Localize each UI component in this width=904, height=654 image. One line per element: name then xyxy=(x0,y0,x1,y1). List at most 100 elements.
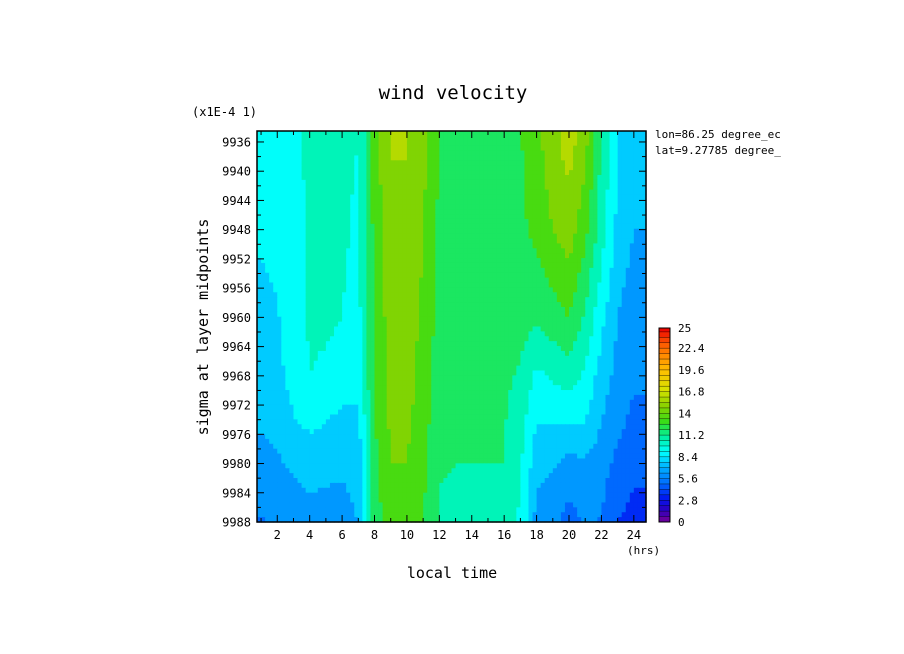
heatmap-cell xyxy=(366,131,372,137)
heatmap-cell xyxy=(338,297,343,303)
heatmap-cell xyxy=(305,355,311,362)
heatmap-cell xyxy=(265,214,270,220)
heatmap-cell xyxy=(386,380,392,386)
heatmap-cell xyxy=(633,184,639,191)
heatmap-cell xyxy=(532,135,538,142)
heatmap-cell xyxy=(479,272,485,279)
heatmap-cell xyxy=(394,355,400,362)
heatmap-cell xyxy=(475,287,481,293)
heatmap-cell xyxy=(548,326,554,332)
heatmap-cell xyxy=(358,326,363,332)
heatmap-cell xyxy=(370,272,376,279)
heatmap-cell xyxy=(293,189,299,196)
heatmap-cell xyxy=(641,287,647,293)
heatmap-cell xyxy=(487,365,493,372)
heatmap-cell xyxy=(641,297,647,303)
heatmap-cell xyxy=(435,267,440,274)
heatmap-cell xyxy=(297,292,303,298)
heatmap-cell xyxy=(415,145,420,152)
heatmap-cell xyxy=(374,370,380,376)
heatmap-cell xyxy=(637,336,643,342)
heatmap-cell xyxy=(366,184,372,191)
heatmap-cell xyxy=(581,262,586,269)
heatmap-cell xyxy=(479,189,485,196)
heatmap-cell xyxy=(593,174,598,181)
heatmap-cell xyxy=(382,267,388,274)
heatmap-cell xyxy=(293,355,299,362)
heatmap-cell xyxy=(378,228,384,235)
heatmap-cell xyxy=(289,297,295,303)
heatmap-cell xyxy=(386,297,392,303)
heatmap-cell xyxy=(524,199,530,205)
heatmap-cell xyxy=(338,170,343,176)
heatmap-cell xyxy=(475,248,481,254)
heatmap-cell xyxy=(261,155,266,161)
heatmap-cell xyxy=(338,331,343,337)
heatmap-cell xyxy=(479,292,485,298)
heatmap-cell xyxy=(431,170,436,176)
heatmap-cell xyxy=(317,184,323,191)
heatmap-cell xyxy=(601,336,607,342)
heatmap-cell xyxy=(277,189,282,196)
heatmap-cell xyxy=(285,370,291,376)
heatmap-cell xyxy=(265,228,270,235)
heatmap-cell xyxy=(374,292,380,298)
heatmap-cell xyxy=(564,243,570,249)
heatmap-cell xyxy=(269,385,274,391)
heatmap-cell xyxy=(637,209,643,215)
heatmap-cell xyxy=(338,262,343,269)
heatmap-cell xyxy=(350,331,355,337)
heatmap-cell xyxy=(338,370,343,376)
heatmap-cell xyxy=(427,248,432,254)
heatmap-cell xyxy=(504,311,509,318)
heatmap-cell xyxy=(431,306,436,313)
heatmap-cell xyxy=(370,179,376,186)
heatmap-cell xyxy=(613,228,619,235)
heatmap-cell xyxy=(463,214,469,220)
heatmap-cell xyxy=(257,311,262,318)
heatmap-cell xyxy=(317,346,323,352)
heatmap-cell xyxy=(613,311,619,318)
heatmap-cell xyxy=(500,346,505,352)
heatmap-cell xyxy=(338,341,343,347)
heatmap-cell xyxy=(273,165,278,171)
heatmap-cell xyxy=(325,350,331,357)
heatmap-cell xyxy=(269,179,274,186)
heatmap-cell xyxy=(581,233,586,240)
heatmap-cell xyxy=(358,311,363,318)
heatmap-cell xyxy=(378,184,384,191)
heatmap-cell xyxy=(346,135,351,142)
heatmap-cell xyxy=(285,253,291,259)
heatmap-cell xyxy=(544,370,550,376)
heatmap-cell xyxy=(317,174,323,181)
heatmap-cell xyxy=(431,258,436,264)
heatmap-cell xyxy=(402,350,408,357)
heatmap-cell xyxy=(487,174,493,181)
heatmap-cell xyxy=(593,140,598,147)
heatmap-cell xyxy=(520,184,526,191)
heatmap-cell xyxy=(609,223,615,230)
heatmap-cell xyxy=(419,258,424,264)
heatmap-cell xyxy=(504,131,509,137)
heatmap-cell xyxy=(394,336,400,342)
heatmap-cell xyxy=(492,346,497,352)
heatmap-cell xyxy=(629,145,635,152)
heatmap-cell xyxy=(483,355,489,362)
heatmap-cell xyxy=(431,131,436,137)
heatmap-cell xyxy=(398,346,404,352)
heatmap-cell xyxy=(277,160,282,166)
heatmap-cell xyxy=(382,209,388,215)
heatmap-cell xyxy=(536,272,542,279)
heatmap-cell xyxy=(451,223,457,230)
heatmap-cell xyxy=(569,321,574,328)
heatmap-cell xyxy=(463,262,469,269)
heatmap-cell xyxy=(459,174,465,181)
heatmap-cell xyxy=(483,233,489,240)
heatmap-cell xyxy=(455,321,461,328)
heatmap-cell xyxy=(419,282,424,288)
heatmap-cell xyxy=(386,346,392,352)
heatmap-cell xyxy=(581,297,586,303)
heatmap-cell xyxy=(329,375,335,381)
heatmap-cell xyxy=(496,380,501,386)
heatmap-cell xyxy=(625,277,631,284)
